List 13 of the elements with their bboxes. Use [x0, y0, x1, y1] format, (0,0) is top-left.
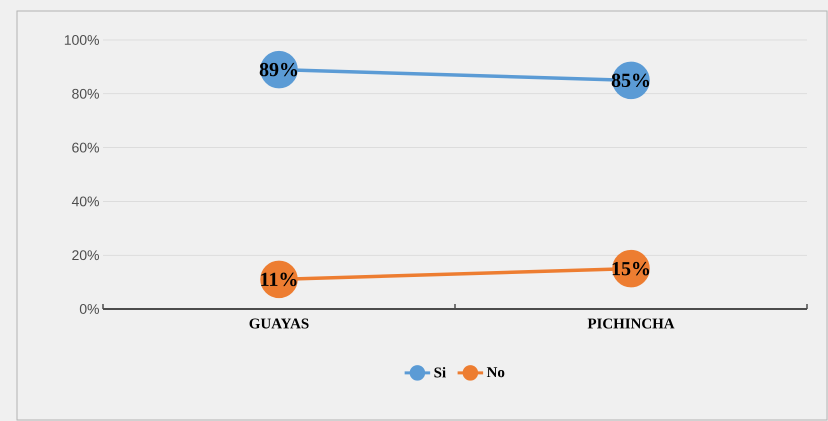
- y-tick-label: 20%: [72, 250, 99, 260]
- data-label: 11%: [261, 272, 297, 286]
- x-tick-label: PICHINCHA: [588, 318, 674, 329]
- x-tick-label: GUAYAS: [250, 318, 309, 329]
- y-tick-label: 100%: [64, 35, 99, 45]
- y-tick-label: 60%: [72, 142, 99, 153]
- data-label: 15%: [612, 262, 650, 276]
- y-tick-label: 40%: [72, 196, 99, 206]
- y-tick-label: 80%: [72, 88, 99, 99]
- legend-label: No: [486, 367, 504, 378]
- data-label: 85%: [612, 74, 650, 88]
- y-tick-label: 0%: [80, 304, 99, 314]
- legend-label: Si: [434, 366, 446, 378]
